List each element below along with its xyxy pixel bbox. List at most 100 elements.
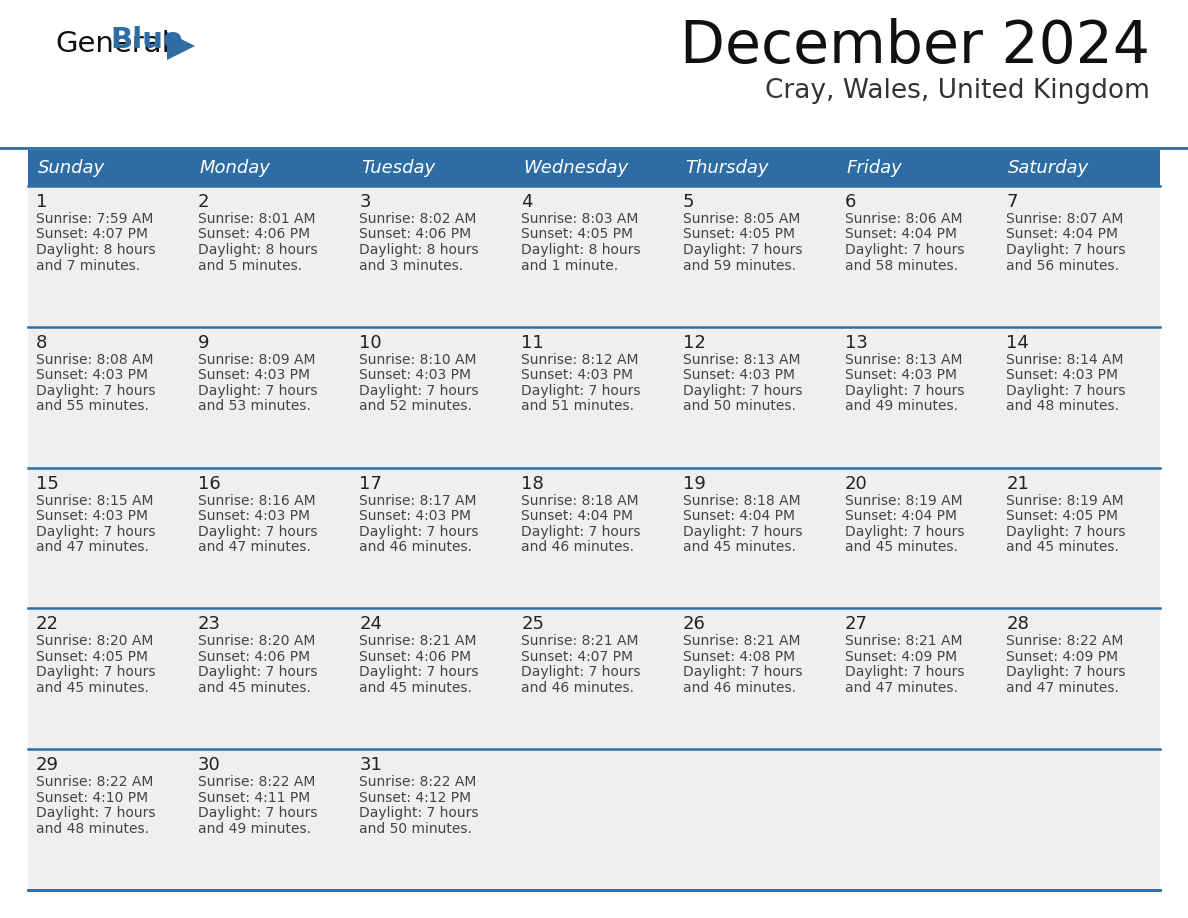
- Text: Sunset: 4:10 PM: Sunset: 4:10 PM: [36, 790, 148, 805]
- Text: Daylight: 7 hours: Daylight: 7 hours: [197, 806, 317, 820]
- Text: and 7 minutes.: and 7 minutes.: [36, 259, 140, 273]
- Bar: [29, 749, 190, 890]
- Text: Daylight: 7 hours: Daylight: 7 hours: [683, 666, 802, 679]
- Text: Sunrise: 8:02 AM: Sunrise: 8:02 AM: [360, 212, 476, 226]
- Text: Daylight: 7 hours: Daylight: 7 hours: [360, 806, 479, 820]
- Text: and 46 minutes.: and 46 minutes.: [683, 681, 796, 695]
- Bar: [998, 467, 1159, 609]
- Text: Daylight: 7 hours: Daylight: 7 hours: [845, 243, 965, 257]
- Text: Sunset: 4:03 PM: Sunset: 4:03 PM: [36, 368, 148, 382]
- Text: 2: 2: [197, 193, 209, 211]
- Text: Sunset: 4:03 PM: Sunset: 4:03 PM: [360, 509, 472, 523]
- Bar: [513, 327, 675, 467]
- Text: 14: 14: [1006, 334, 1029, 352]
- Bar: [190, 609, 352, 749]
- Text: and 45 minutes.: and 45 minutes.: [197, 681, 310, 695]
- Text: Cray, Wales, United Kingdom: Cray, Wales, United Kingdom: [765, 78, 1150, 104]
- Bar: [513, 467, 675, 609]
- Text: and 48 minutes.: and 48 minutes.: [36, 822, 148, 835]
- Text: and 47 minutes.: and 47 minutes.: [1006, 681, 1119, 695]
- Text: Sunrise: 8:21 AM: Sunrise: 8:21 AM: [845, 634, 962, 648]
- Text: Daylight: 7 hours: Daylight: 7 hours: [522, 666, 640, 679]
- Bar: [513, 609, 675, 749]
- Text: Friday: Friday: [847, 159, 903, 177]
- Text: and 45 minutes.: and 45 minutes.: [1006, 540, 1119, 554]
- Text: Sunset: 4:05 PM: Sunset: 4:05 PM: [683, 228, 795, 241]
- Bar: [352, 609, 513, 749]
- Text: Sunrise: 8:18 AM: Sunrise: 8:18 AM: [683, 494, 801, 508]
- Text: Sunset: 4:06 PM: Sunset: 4:06 PM: [360, 228, 472, 241]
- Text: and 46 minutes.: and 46 minutes.: [522, 540, 634, 554]
- Text: Daylight: 7 hours: Daylight: 7 hours: [683, 524, 802, 539]
- Bar: [998, 186, 1159, 327]
- Text: Sunrise: 8:20 AM: Sunrise: 8:20 AM: [36, 634, 153, 648]
- Text: and 56 minutes.: and 56 minutes.: [1006, 259, 1119, 273]
- Text: 13: 13: [845, 334, 867, 352]
- Bar: [190, 327, 352, 467]
- Text: Sunrise: 8:22 AM: Sunrise: 8:22 AM: [36, 775, 153, 789]
- Text: Daylight: 7 hours: Daylight: 7 hours: [1006, 524, 1126, 539]
- Text: Sunrise: 8:08 AM: Sunrise: 8:08 AM: [36, 353, 153, 367]
- Text: Wednesday: Wednesday: [523, 159, 628, 177]
- Text: Sunset: 4:04 PM: Sunset: 4:04 PM: [683, 509, 795, 523]
- Text: Sunset: 4:06 PM: Sunset: 4:06 PM: [197, 650, 310, 664]
- Text: 10: 10: [360, 334, 383, 352]
- Text: Sunset: 4:12 PM: Sunset: 4:12 PM: [360, 790, 472, 805]
- Text: Sunrise: 8:12 AM: Sunrise: 8:12 AM: [522, 353, 639, 367]
- Text: Sunset: 4:04 PM: Sunset: 4:04 PM: [522, 509, 633, 523]
- Text: Sunset: 4:03 PM: Sunset: 4:03 PM: [36, 509, 148, 523]
- Text: Daylight: 7 hours: Daylight: 7 hours: [1006, 384, 1126, 397]
- Text: Daylight: 7 hours: Daylight: 7 hours: [683, 384, 802, 397]
- Text: Sunset: 4:08 PM: Sunset: 4:08 PM: [683, 650, 795, 664]
- Text: Daylight: 8 hours: Daylight: 8 hours: [36, 243, 156, 257]
- Text: Sunrise: 8:14 AM: Sunrise: 8:14 AM: [1006, 353, 1124, 367]
- Text: and 45 minutes.: and 45 minutes.: [36, 681, 148, 695]
- Text: 5: 5: [683, 193, 694, 211]
- Text: and 45 minutes.: and 45 minutes.: [683, 540, 796, 554]
- Bar: [352, 186, 513, 327]
- Text: and 58 minutes.: and 58 minutes.: [845, 259, 958, 273]
- Bar: [675, 467, 836, 609]
- Bar: [998, 609, 1159, 749]
- Text: Sunday: Sunday: [38, 159, 105, 177]
- Text: Daylight: 7 hours: Daylight: 7 hours: [360, 384, 479, 397]
- Text: Sunrise: 8:10 AM: Sunrise: 8:10 AM: [360, 353, 476, 367]
- Text: Sunrise: 8:17 AM: Sunrise: 8:17 AM: [360, 494, 476, 508]
- Text: General: General: [55, 30, 170, 58]
- Text: Sunset: 4:11 PM: Sunset: 4:11 PM: [197, 790, 310, 805]
- Polygon shape: [168, 32, 195, 60]
- Text: Daylight: 7 hours: Daylight: 7 hours: [522, 524, 640, 539]
- Bar: [190, 749, 352, 890]
- Text: Sunset: 4:03 PM: Sunset: 4:03 PM: [197, 368, 310, 382]
- Text: and 48 minutes.: and 48 minutes.: [1006, 399, 1119, 413]
- Text: Sunrise: 8:22 AM: Sunrise: 8:22 AM: [1006, 634, 1124, 648]
- Bar: [29, 467, 190, 609]
- Text: Sunset: 4:04 PM: Sunset: 4:04 PM: [1006, 228, 1118, 241]
- Text: Sunrise: 8:22 AM: Sunrise: 8:22 AM: [360, 775, 476, 789]
- Text: Sunset: 4:03 PM: Sunset: 4:03 PM: [197, 509, 310, 523]
- Text: Daylight: 7 hours: Daylight: 7 hours: [845, 666, 965, 679]
- Bar: [513, 186, 675, 327]
- Text: and 46 minutes.: and 46 minutes.: [522, 681, 634, 695]
- Text: Sunset: 4:03 PM: Sunset: 4:03 PM: [360, 368, 472, 382]
- Text: 17: 17: [360, 475, 383, 493]
- Bar: [190, 186, 352, 327]
- Text: Sunrise: 8:13 AM: Sunrise: 8:13 AM: [845, 353, 962, 367]
- Text: Sunset: 4:09 PM: Sunset: 4:09 PM: [1006, 650, 1118, 664]
- Bar: [29, 609, 190, 749]
- Text: and 47 minutes.: and 47 minutes.: [845, 681, 958, 695]
- Bar: [352, 327, 513, 467]
- Text: Sunrise: 8:19 AM: Sunrise: 8:19 AM: [1006, 494, 1124, 508]
- Text: 27: 27: [845, 615, 867, 633]
- Text: Daylight: 7 hours: Daylight: 7 hours: [522, 384, 640, 397]
- Text: and 53 minutes.: and 53 minutes.: [197, 399, 310, 413]
- Text: and 50 minutes.: and 50 minutes.: [683, 399, 796, 413]
- Text: and 49 minutes.: and 49 minutes.: [845, 399, 958, 413]
- Text: Sunrise: 8:07 AM: Sunrise: 8:07 AM: [1006, 212, 1124, 226]
- Bar: [352, 749, 513, 890]
- Text: and 50 minutes.: and 50 minutes.: [360, 822, 473, 835]
- Text: 21: 21: [1006, 475, 1029, 493]
- Text: 12: 12: [683, 334, 706, 352]
- Text: 16: 16: [197, 475, 221, 493]
- Bar: [998, 327, 1159, 467]
